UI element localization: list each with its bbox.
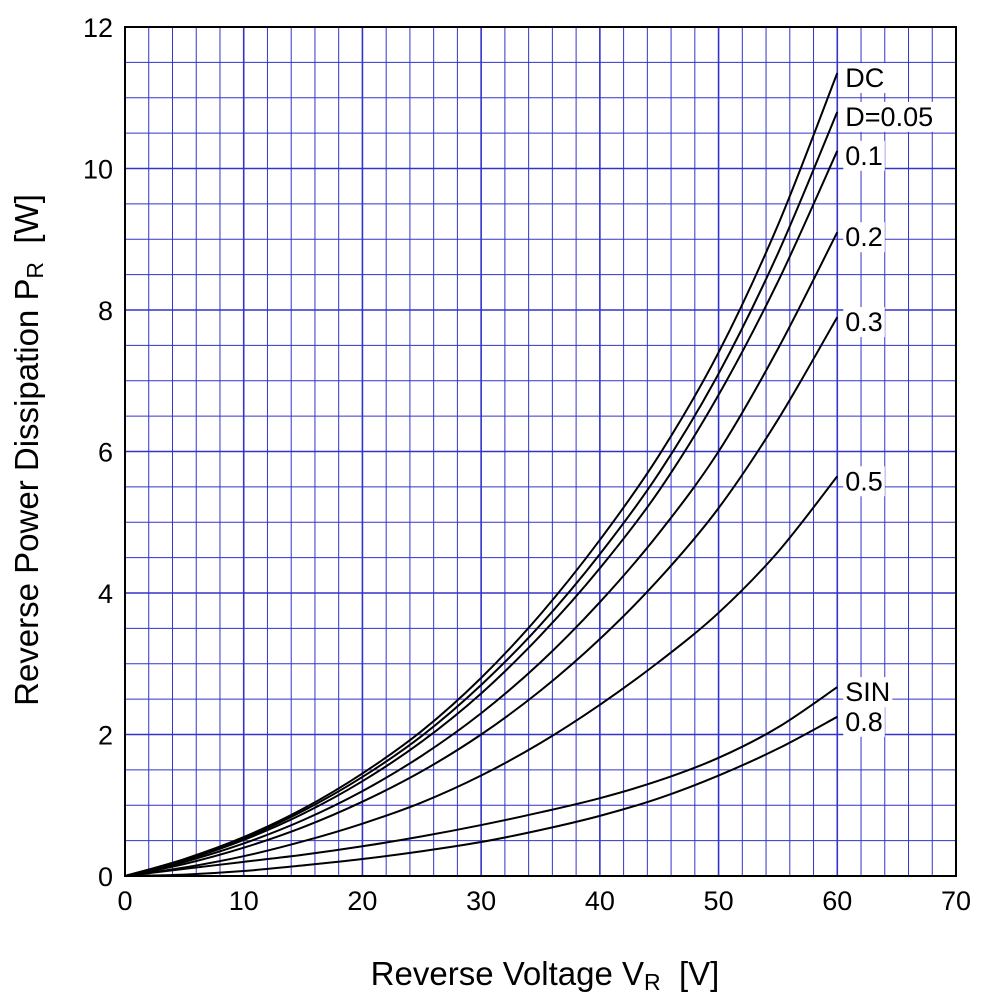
y-tick-label: 10: [83, 155, 113, 185]
tick-labels: 0 10 20 30 40 50 60 70 0 2 4 6 8 10 12: [83, 13, 971, 916]
series-label-0-5: 0.5: [845, 466, 883, 496]
y-tick-label: 6: [98, 438, 113, 468]
x-tick-label: 40: [585, 886, 615, 916]
series-label-background: [843, 706, 885, 737]
series-line-0-2: [124, 231, 839, 877]
x-axis-title: Reverse Voltage VR [V]: [371, 955, 720, 995]
series-line-0-1: [124, 150, 839, 877]
series-line-0-5: [124, 475, 839, 877]
y-tick-label: 8: [98, 296, 113, 326]
series-label-background: [843, 307, 885, 338]
series-label-background: [843, 677, 893, 708]
series-label-0-8: 0.8: [845, 707, 883, 737]
y-tick-label: 4: [98, 579, 113, 609]
y-tick-label: 0: [98, 862, 113, 892]
series-label-background: [843, 466, 885, 497]
series-label-background: [843, 62, 887, 93]
series-line-d-0-05: [124, 111, 839, 877]
x-tick-label: 10: [229, 886, 259, 916]
series-label-0-1: 0.1: [845, 141, 883, 171]
series-label-sin: SIN: [845, 677, 890, 707]
series-line-0-8: [124, 715, 838, 877]
series-label-background: [843, 140, 885, 171]
series-line-sin: [124, 686, 838, 877]
x-tick-label: 50: [704, 886, 734, 916]
series-label-d-0-05: D=0.05: [845, 102, 933, 132]
series-label-0-3: 0.3: [845, 307, 883, 337]
y-axis-title: Reverse Power Dissipation PR [W]: [8, 194, 48, 706]
series-label-dc: DC: [845, 63, 884, 93]
grid: [124, 26, 957, 877]
series-label-background: [843, 101, 936, 132]
plot-frame: [124, 26, 957, 877]
y-tick-label: 2: [98, 721, 113, 751]
series-line-0-3: [124, 316, 839, 877]
series-label-background: [843, 222, 885, 253]
series-lines: [124, 72, 839, 877]
x-tick-label: 30: [466, 886, 496, 916]
series-label-0-2: 0.2: [845, 222, 883, 252]
x-tick-label: 70: [941, 886, 971, 916]
series-line-dc: [124, 72, 839, 877]
x-tick-label: 0: [117, 886, 132, 916]
x-tick-label: 20: [347, 886, 377, 916]
y-tick-label: 12: [83, 13, 113, 43]
x-tick-label: 60: [822, 886, 852, 916]
